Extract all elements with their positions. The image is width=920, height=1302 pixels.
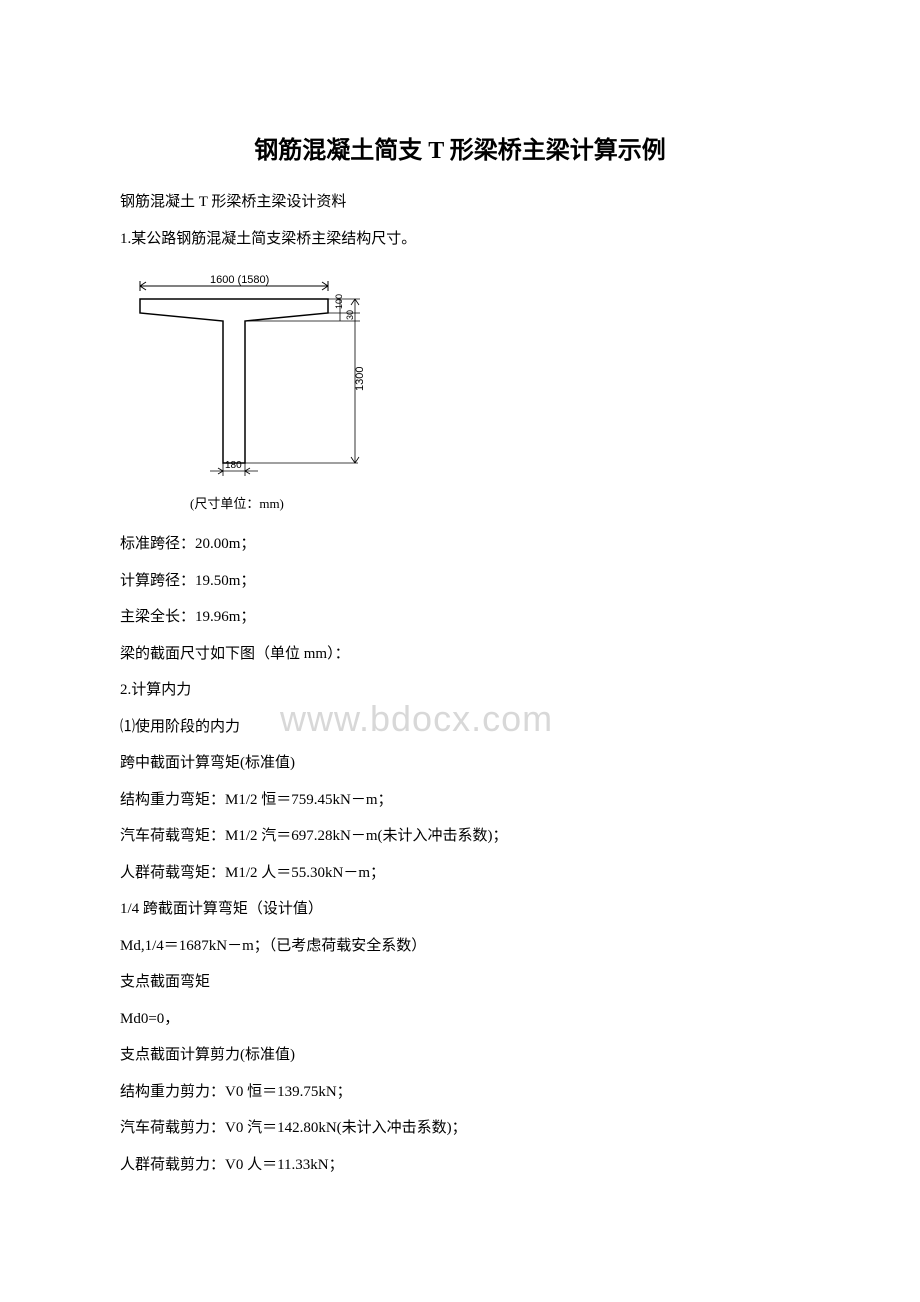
text-line: 支点截面弯矩 — [120, 965, 800, 1000]
text-line: 梁的截面尺寸如下图（单位 mm）： — [120, 637, 800, 672]
t-beam-svg: 1600 (1580) 100 30 1300 — [130, 271, 390, 486]
text-line: 结构重力剪力：V0 恒＝139.75kN； — [120, 1075, 800, 1110]
t-beam-diagram: 1600 (1580) 100 30 1300 — [130, 271, 800, 512]
dim-web-width: 180 — [225, 460, 242, 471]
text-line: 标准跨径：20.00m； — [120, 527, 800, 562]
text-line: 汽车荷载弯矩：M1/2 汽＝697.28kN－m(未计入冲击系数)； — [120, 819, 800, 854]
diagram-caption: (尺寸单位：mm) — [190, 493, 800, 512]
t-beam-outline — [140, 299, 328, 463]
document-body: 钢筋混凝土简支 T 形梁桥主梁计算示例 钢筋混凝土 T 形梁桥主梁设计资料 1.… — [120, 130, 800, 1182]
text-line: Md0=0， — [120, 1002, 800, 1037]
dim-flange-100: 100 — [334, 294, 344, 309]
text-line: Md,1/4＝1687kN－m；（已考虑荷载安全系数） — [120, 929, 800, 964]
text-line: 人群荷载弯矩：M1/2 人＝55.30kN－m； — [120, 856, 800, 891]
dim-flange-30: 30 — [345, 310, 355, 320]
text-line: 汽车荷载剪力：V0 汽＝142.80kN(未计入冲击系数)； — [120, 1111, 800, 1146]
text-line: 1.某公路钢筋混凝土简支梁桥主梁结构尺寸。 — [120, 222, 800, 257]
dim-height: 1300 — [354, 367, 366, 391]
text-line: 1/4 跨截面计算弯矩（设计值） — [120, 892, 800, 927]
dim-top-width: 1600 (1580) — [210, 274, 269, 286]
text-line: ⑴使用阶段的内力 — [120, 710, 800, 745]
text-line: 跨中截面计算弯矩(标准值) — [120, 746, 800, 781]
text-line: 结构重力弯矩：M1/2 恒＝759.45kN－m； — [120, 783, 800, 818]
text-line: 支点截面计算剪力(标准值) — [120, 1038, 800, 1073]
page-title: 钢筋混凝土简支 T 形梁桥主梁计算示例 — [120, 130, 800, 165]
text-line: 计算跨径：19.50m； — [120, 564, 800, 599]
text-line: 钢筋混凝土 T 形梁桥主梁设计资料 — [120, 185, 800, 220]
text-line: 人群荷载剪力：V0 人＝11.33kN； — [120, 1148, 800, 1183]
text-line: 主梁全长：19.96m； — [120, 600, 800, 635]
text-line: 2.计算内力 — [120, 673, 800, 708]
